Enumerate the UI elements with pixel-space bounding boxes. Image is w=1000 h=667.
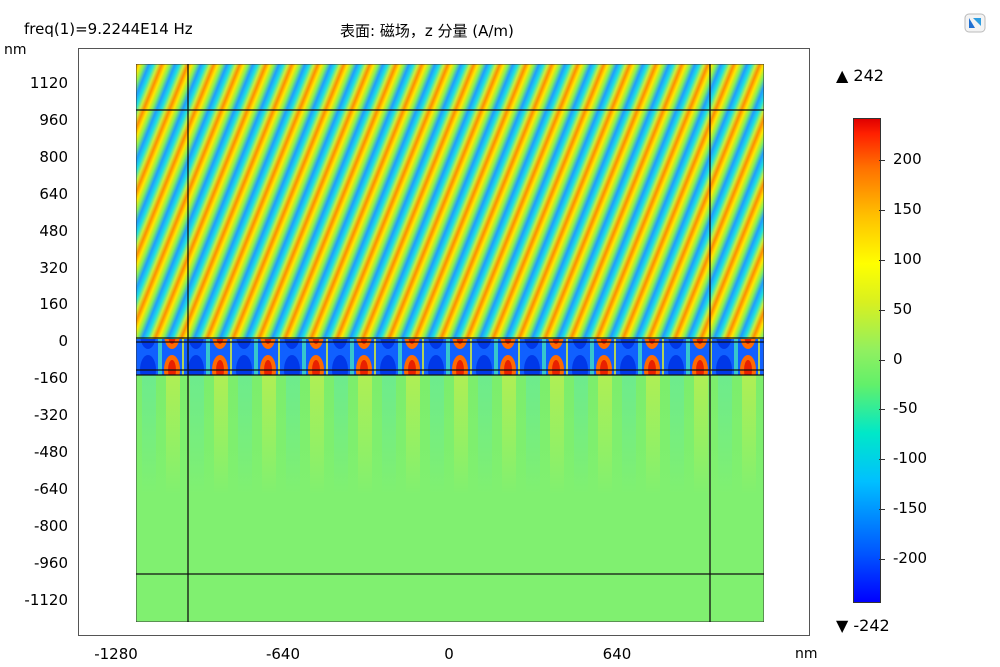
colorbar-max: ▲ 242: [836, 66, 884, 85]
colorbar-max-value: 242: [853, 66, 884, 85]
x-tick-label: 640: [602, 645, 632, 663]
colorbar-tick-mark: [879, 309, 885, 311]
y-axis-unit: nm: [4, 42, 27, 58]
colorbar-tick-label: 200: [893, 149, 922, 168]
colorbar-tick-mark: [879, 259, 885, 261]
x-tick-label: -1280: [94, 645, 138, 663]
plot-title: 表面: 磁场，z 分量 (A/m): [340, 22, 514, 40]
y-tick-label: -1120: [24, 590, 68, 609]
colorbar-tick-mark: [879, 159, 885, 161]
colorbar-tick-label: -200: [893, 549, 928, 568]
y-tick-label: -160: [33, 369, 68, 388]
colorbar-tick-mark: [879, 509, 885, 511]
colorbar-tick-label: 100: [893, 249, 922, 268]
x-tick-label: 0: [444, 645, 454, 663]
colorbar-tick-label: 50: [893, 299, 913, 318]
colorbar-min-value: -242: [853, 616, 890, 635]
colorbar-tick-label: -100: [893, 449, 928, 468]
colorbar-min: ▼ -242: [836, 616, 890, 635]
colorbar-tick-mark: [879, 209, 885, 211]
y-tick-label: 800: [39, 147, 68, 166]
colorbar-tick-mark: [879, 559, 885, 561]
y-tick-label: -640: [33, 479, 68, 498]
colorbar-tick-mark: [879, 459, 885, 461]
y-tick-label: 480: [39, 221, 68, 240]
app-logo-icon[interactable]: [963, 11, 987, 35]
y-tick-label: 0: [58, 332, 68, 351]
y-tick-label: 640: [39, 184, 68, 203]
x-axis-unit: nm: [795, 646, 818, 662]
colorbar-tick-mark: [879, 409, 885, 411]
y-tick-label: 1120: [29, 74, 68, 92]
frequency-label: freq(1)=9.2244E14 Hz: [24, 20, 193, 38]
colorbar-tick-label: 0: [893, 349, 903, 368]
colorbar-tick-mark: [879, 359, 885, 361]
y-tick-label: -800: [33, 516, 68, 535]
y-tick-label: -960: [33, 553, 68, 572]
colorbar-tick-label: 150: [893, 199, 922, 218]
colorbar: [853, 118, 881, 603]
y-tick-label: 320: [39, 258, 68, 277]
y-tick-label: 960: [39, 110, 68, 129]
x-tick-label: -640: [265, 645, 301, 663]
colorbar-tick-label: -50: [893, 399, 918, 418]
field-heatmap: [136, 64, 764, 622]
y-tick-label: -320: [33, 406, 68, 425]
colorbar-tick-label: -150: [893, 499, 928, 518]
y-tick-label: 160: [39, 295, 68, 314]
y-tick-label: -480: [33, 443, 68, 461]
